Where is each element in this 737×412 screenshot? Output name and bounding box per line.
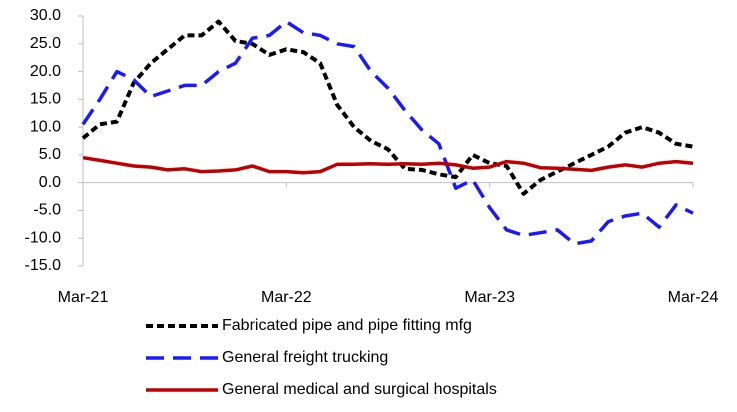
y-tick-label: 25.0 — [30, 35, 61, 52]
y-tick-label: -10.0 — [25, 229, 62, 246]
y-tick-label: 0.0 — [39, 174, 61, 191]
series-line — [81, 19, 694, 246]
y-tick-label: 10.0 — [30, 118, 61, 135]
y-tick-label: -15.0 — [25, 257, 62, 274]
series-line — [81, 19, 694, 196]
x-tick-label: Mar-21 — [58, 289, 109, 306]
y-tick-label: 30.0 — [30, 7, 61, 24]
y-tick-label: 20.0 — [30, 63, 61, 80]
x-tick-label: Mar-22 — [261, 289, 312, 306]
y-tick-label: -5.0 — [33, 202, 61, 219]
legend-label: General medical and surgical hospitals — [222, 381, 497, 398]
x-tick-label: Mar-23 — [464, 289, 515, 306]
legend-label: Fabricated pipe and pipe fitting mfg — [222, 317, 472, 334]
series-line — [82, 155, 694, 175]
y-tick-label: 15.0 — [30, 91, 61, 108]
y-tick-label: 5.0 — [39, 146, 61, 163]
legend-label: General freight trucking — [222, 349, 388, 366]
x-tick-label: Mar-24 — [668, 289, 719, 306]
